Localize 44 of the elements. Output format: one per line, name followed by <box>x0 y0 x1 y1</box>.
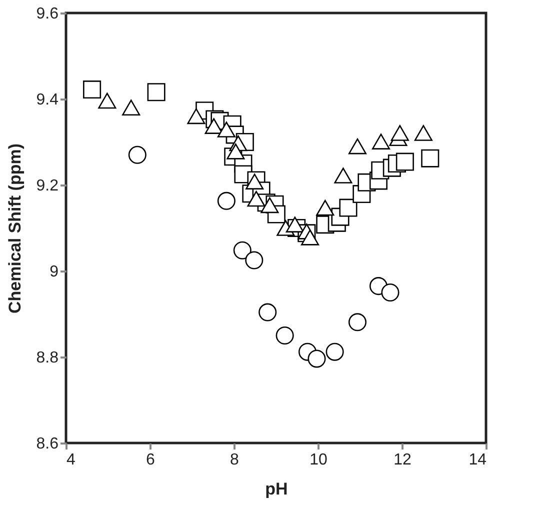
point <box>396 152 414 171</box>
x-tick-label: 12 <box>394 452 412 468</box>
point <box>122 100 140 116</box>
point <box>421 149 440 168</box>
x-tick-label: 8 <box>230 452 240 468</box>
point <box>245 251 264 270</box>
point <box>334 168 352 184</box>
point <box>217 192 236 210</box>
y-tick-label: 9.6 <box>36 6 59 22</box>
point <box>348 138 366 154</box>
point <box>348 313 366 332</box>
point <box>308 350 326 368</box>
x-tick-label: 4 <box>66 452 76 468</box>
point <box>372 134 390 150</box>
point <box>276 326 294 344</box>
point <box>83 80 102 99</box>
point <box>339 198 358 217</box>
point <box>414 125 432 141</box>
x-tick-label: 14 <box>468 452 487 468</box>
point <box>98 92 116 109</box>
point <box>316 200 334 216</box>
point <box>226 144 245 160</box>
point <box>128 146 146 164</box>
point <box>258 303 277 322</box>
y-tick-label: 8.8 <box>36 350 59 366</box>
y-tick-label: 9.2 <box>36 178 59 194</box>
y-axis-title: Chemical Shift (ppm) <box>5 143 24 314</box>
point <box>247 190 266 207</box>
point <box>187 108 206 124</box>
y-tick-label: 9.4 <box>36 92 59 108</box>
y-tick-label: 8.6 <box>36 436 59 452</box>
point <box>381 284 400 302</box>
point <box>390 125 409 141</box>
point <box>326 342 344 361</box>
point <box>204 118 223 134</box>
y-tick-label: 9 <box>50 264 59 280</box>
x-tick-label: 6 <box>146 452 156 468</box>
point <box>301 230 320 246</box>
point <box>286 216 304 232</box>
point <box>260 197 279 214</box>
x-axis-title: pH <box>265 480 288 498</box>
point <box>147 83 166 102</box>
point <box>217 122 236 138</box>
x-tick-label: 10 <box>310 452 328 468</box>
